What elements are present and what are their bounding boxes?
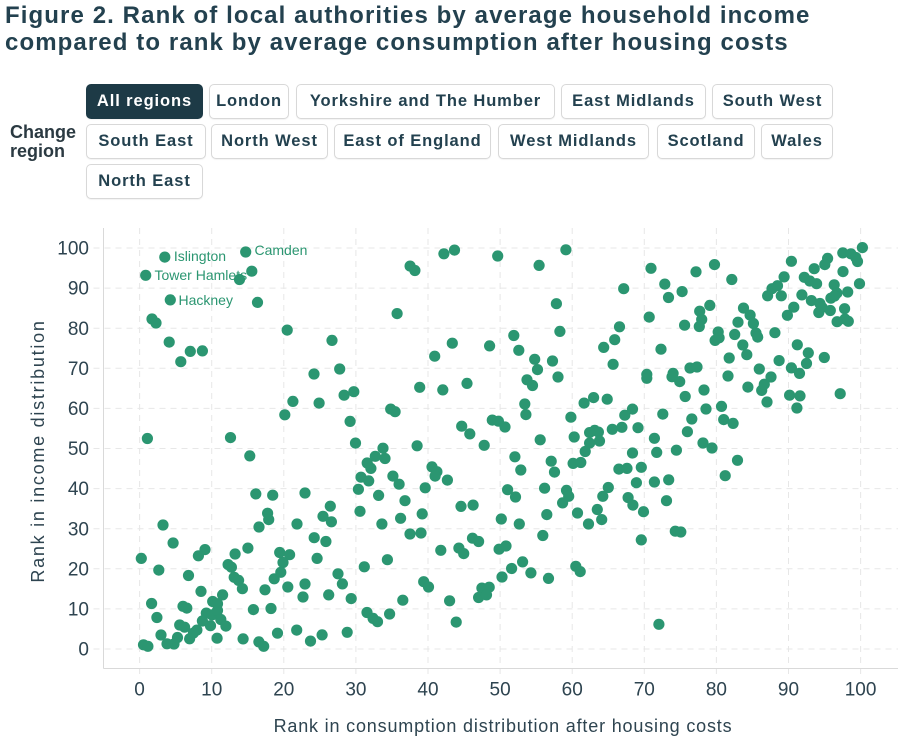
svg-text:50: 50 [490,680,511,701]
svg-text:60: 60 [562,680,583,701]
svg-text:Islington: Islington [174,248,226,264]
svg-text:20: 20 [273,680,294,701]
svg-text:Rank in income distribution: Rank in income distribution [28,319,48,582]
svg-text:80: 80 [706,680,727,701]
svg-text:0: 0 [134,680,145,701]
svg-text:40: 40 [68,479,89,500]
svg-text:30: 30 [345,680,366,701]
svg-text:10: 10 [68,600,89,621]
svg-text:40: 40 [417,680,438,701]
svg-text:30: 30 [68,519,89,540]
svg-text:Tower Hamlets: Tower Hamlets [155,267,248,283]
svg-text:20: 20 [68,559,89,580]
svg-text:60: 60 [68,399,89,420]
svg-text:10: 10 [201,680,222,701]
svg-text:Hackney: Hackney [179,292,233,308]
svg-text:70: 70 [634,680,655,701]
svg-text:90: 90 [778,680,799,701]
svg-text:80: 80 [68,319,89,340]
svg-text:0: 0 [78,640,89,661]
svg-text:100: 100 [57,239,89,260]
svg-text:90: 90 [68,279,89,300]
svg-text:70: 70 [68,359,89,380]
svg-text:50: 50 [68,439,89,460]
svg-text:Rank in consumption distributi: Rank in consumption distribution after h… [274,716,733,736]
svg-text:100: 100 [845,680,877,701]
svg-text:Camden: Camden [255,242,308,258]
